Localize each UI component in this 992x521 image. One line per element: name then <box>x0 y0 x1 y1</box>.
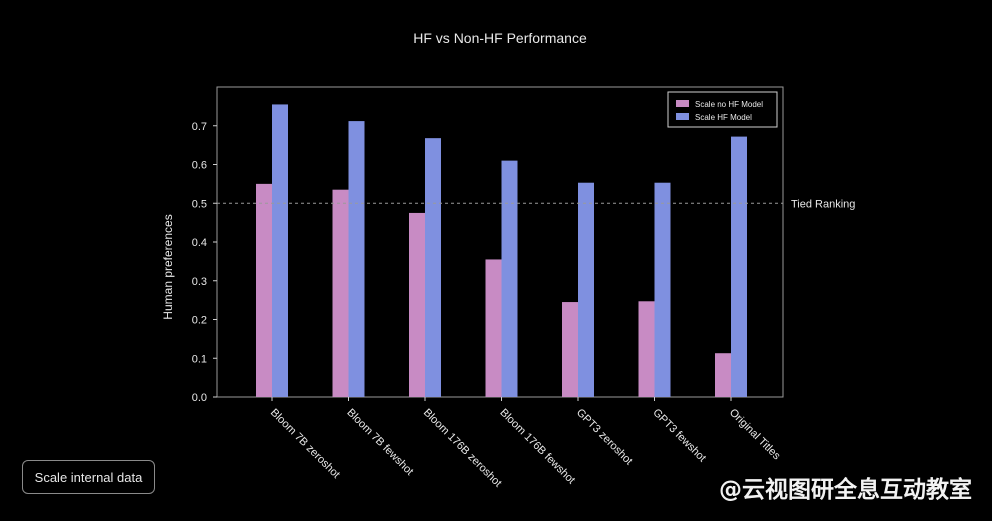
bar-no-hf <box>256 183 272 397</box>
x-tick-label: Bloom 176B fewshot <box>497 407 577 487</box>
y-tick-label: 0.2 <box>192 315 207 327</box>
tied-ranking-label: Tied Ranking <box>791 198 855 210</box>
y-tick-label: 0.0 <box>192 392 207 404</box>
data-source-label: Scale internal data <box>34 469 143 485</box>
legend-label: Scale no HF Model <box>695 100 763 109</box>
bar-no-hf <box>638 301 655 397</box>
bar-hf <box>272 104 288 397</box>
bar-hf <box>731 136 747 397</box>
legend-label: Scale HF Model <box>695 113 752 122</box>
bar-no-hf <box>562 302 578 397</box>
chart-title: HF vs Non-HF Performance <box>413 30 587 46</box>
bar-no-hf <box>485 259 502 397</box>
y-tick-label: 0.4 <box>192 237 207 249</box>
y-tick-label: 0.3 <box>192 276 207 288</box>
x-tick-label: Bloom 176B zeroshot <box>421 407 504 490</box>
x-tick-label: Original Titles <box>727 407 783 463</box>
bar-hf <box>654 182 671 397</box>
legend-swatch <box>676 113 689 120</box>
watermark: @云视图研全息互动教室 <box>719 477 972 503</box>
y-tick-label: 0.1 <box>192 353 207 365</box>
bar-no-hf <box>409 212 425 397</box>
x-tick-label: Bloom 7B fewshot <box>344 407 415 478</box>
bar-no-hf <box>332 189 349 397</box>
y-tick-label: 0.6 <box>192 160 207 172</box>
bar-hf <box>501 160 518 397</box>
bar-hf <box>348 121 365 397</box>
bar-hf <box>578 182 594 397</box>
y-tick-label: 0.7 <box>192 121 207 133</box>
bar-no-hf <box>715 353 731 397</box>
bar-hf <box>425 138 441 397</box>
x-tick-label: GPT3 fewshot <box>650 407 708 465</box>
data-source-note: Scale internal data <box>22 460 155 494</box>
legend-box <box>667 91 778 128</box>
x-tick-label: Bloom 7B zeroshot <box>268 407 342 481</box>
y-tick-label: 0.5 <box>192 198 207 210</box>
legend-swatch <box>676 100 689 107</box>
x-tick-label: GPT3 zeroshot <box>574 407 635 468</box>
y-axis-label: Human preferences <box>161 214 175 319</box>
